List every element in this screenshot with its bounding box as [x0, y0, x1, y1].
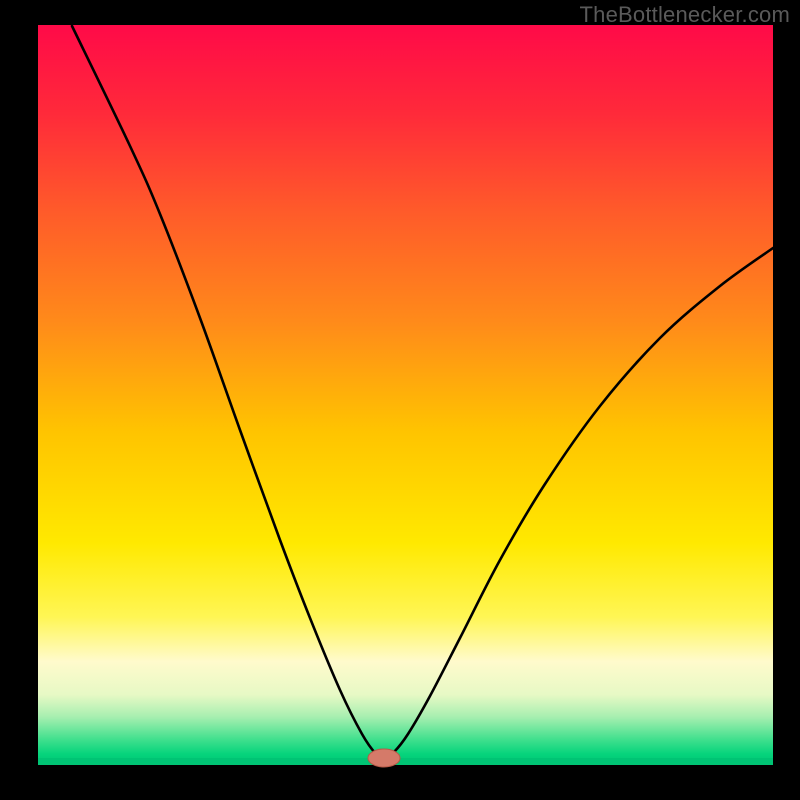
chart-svg — [0, 0, 800, 800]
plot-gradient — [38, 25, 773, 765]
baseline-band — [38, 758, 773, 765]
watermark-text: TheBottlenecker.com — [580, 2, 790, 28]
figure-root: TheBottlenecker.com — [0, 0, 800, 800]
bottleneck-marker — [368, 749, 400, 767]
